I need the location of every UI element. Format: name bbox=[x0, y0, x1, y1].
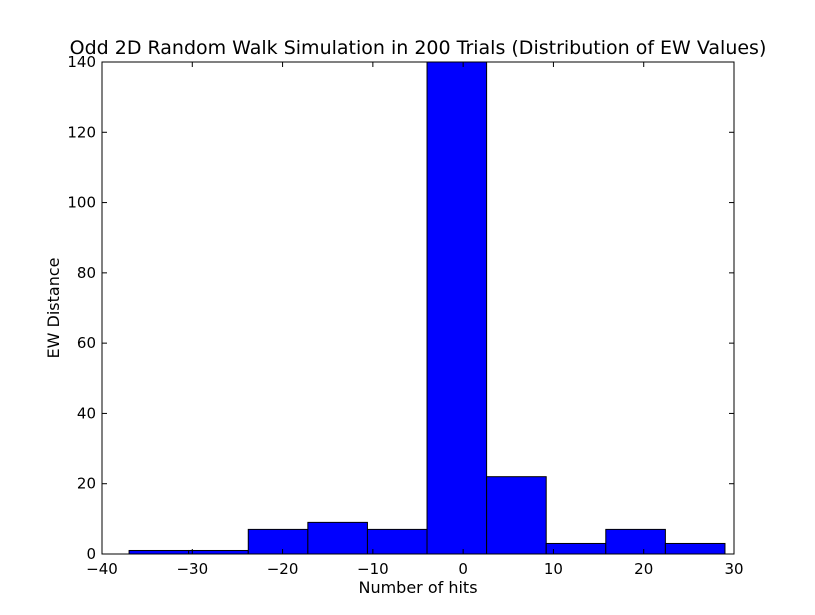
y-tick-label: 80 bbox=[77, 264, 96, 282]
histogram-bar-4 bbox=[366, 528, 428, 554]
x-tick-label: −30 bbox=[176, 560, 208, 578]
histogram-bar-6 bbox=[486, 476, 547, 554]
x-tick-label: 20 bbox=[634, 560, 653, 578]
histogram-bar-1 bbox=[188, 549, 249, 554]
y-tick-label: 60 bbox=[77, 334, 96, 352]
x-tick-label: 30 bbox=[724, 560, 743, 578]
x-tick-label: −40 bbox=[86, 560, 118, 578]
x-axis-label: Number of hits bbox=[358, 578, 477, 597]
chart-title: Odd 2D Random Walk Simulation in 200 Tri… bbox=[70, 37, 767, 59]
x-tick-label: −20 bbox=[267, 560, 299, 578]
x-tick-label: −10 bbox=[357, 560, 389, 578]
y-tick-label: 0 bbox=[86, 545, 96, 563]
y-tick-label: 100 bbox=[67, 194, 96, 212]
histogram-bar-5 bbox=[426, 62, 488, 554]
histogram-bar-9 bbox=[664, 542, 726, 554]
ticks-group: −40 −30 −20 −10 0 10 20 30 0 20 40 60 80 100 120 140 bbox=[67, 53, 743, 578]
histogram-bar-0 bbox=[128, 549, 190, 554]
y-tick-label: 120 bbox=[67, 123, 96, 141]
histogram-bar-7 bbox=[545, 542, 607, 554]
y-axis-label: EW Distance bbox=[44, 258, 63, 359]
histogram-bar-8 bbox=[605, 528, 666, 554]
histogram-bar-2 bbox=[247, 528, 309, 554]
y-tick-label: 140 bbox=[67, 53, 96, 71]
histogram-bar-3 bbox=[307, 521, 368, 554]
y-tick-label: 20 bbox=[77, 475, 96, 493]
x-tick-label: 10 bbox=[544, 560, 563, 578]
x-tick-label: 0 bbox=[458, 560, 468, 578]
y-tick-label: 40 bbox=[77, 404, 96, 422]
plot-frame bbox=[101, 61, 735, 555]
bars-group bbox=[128, 62, 726, 554]
